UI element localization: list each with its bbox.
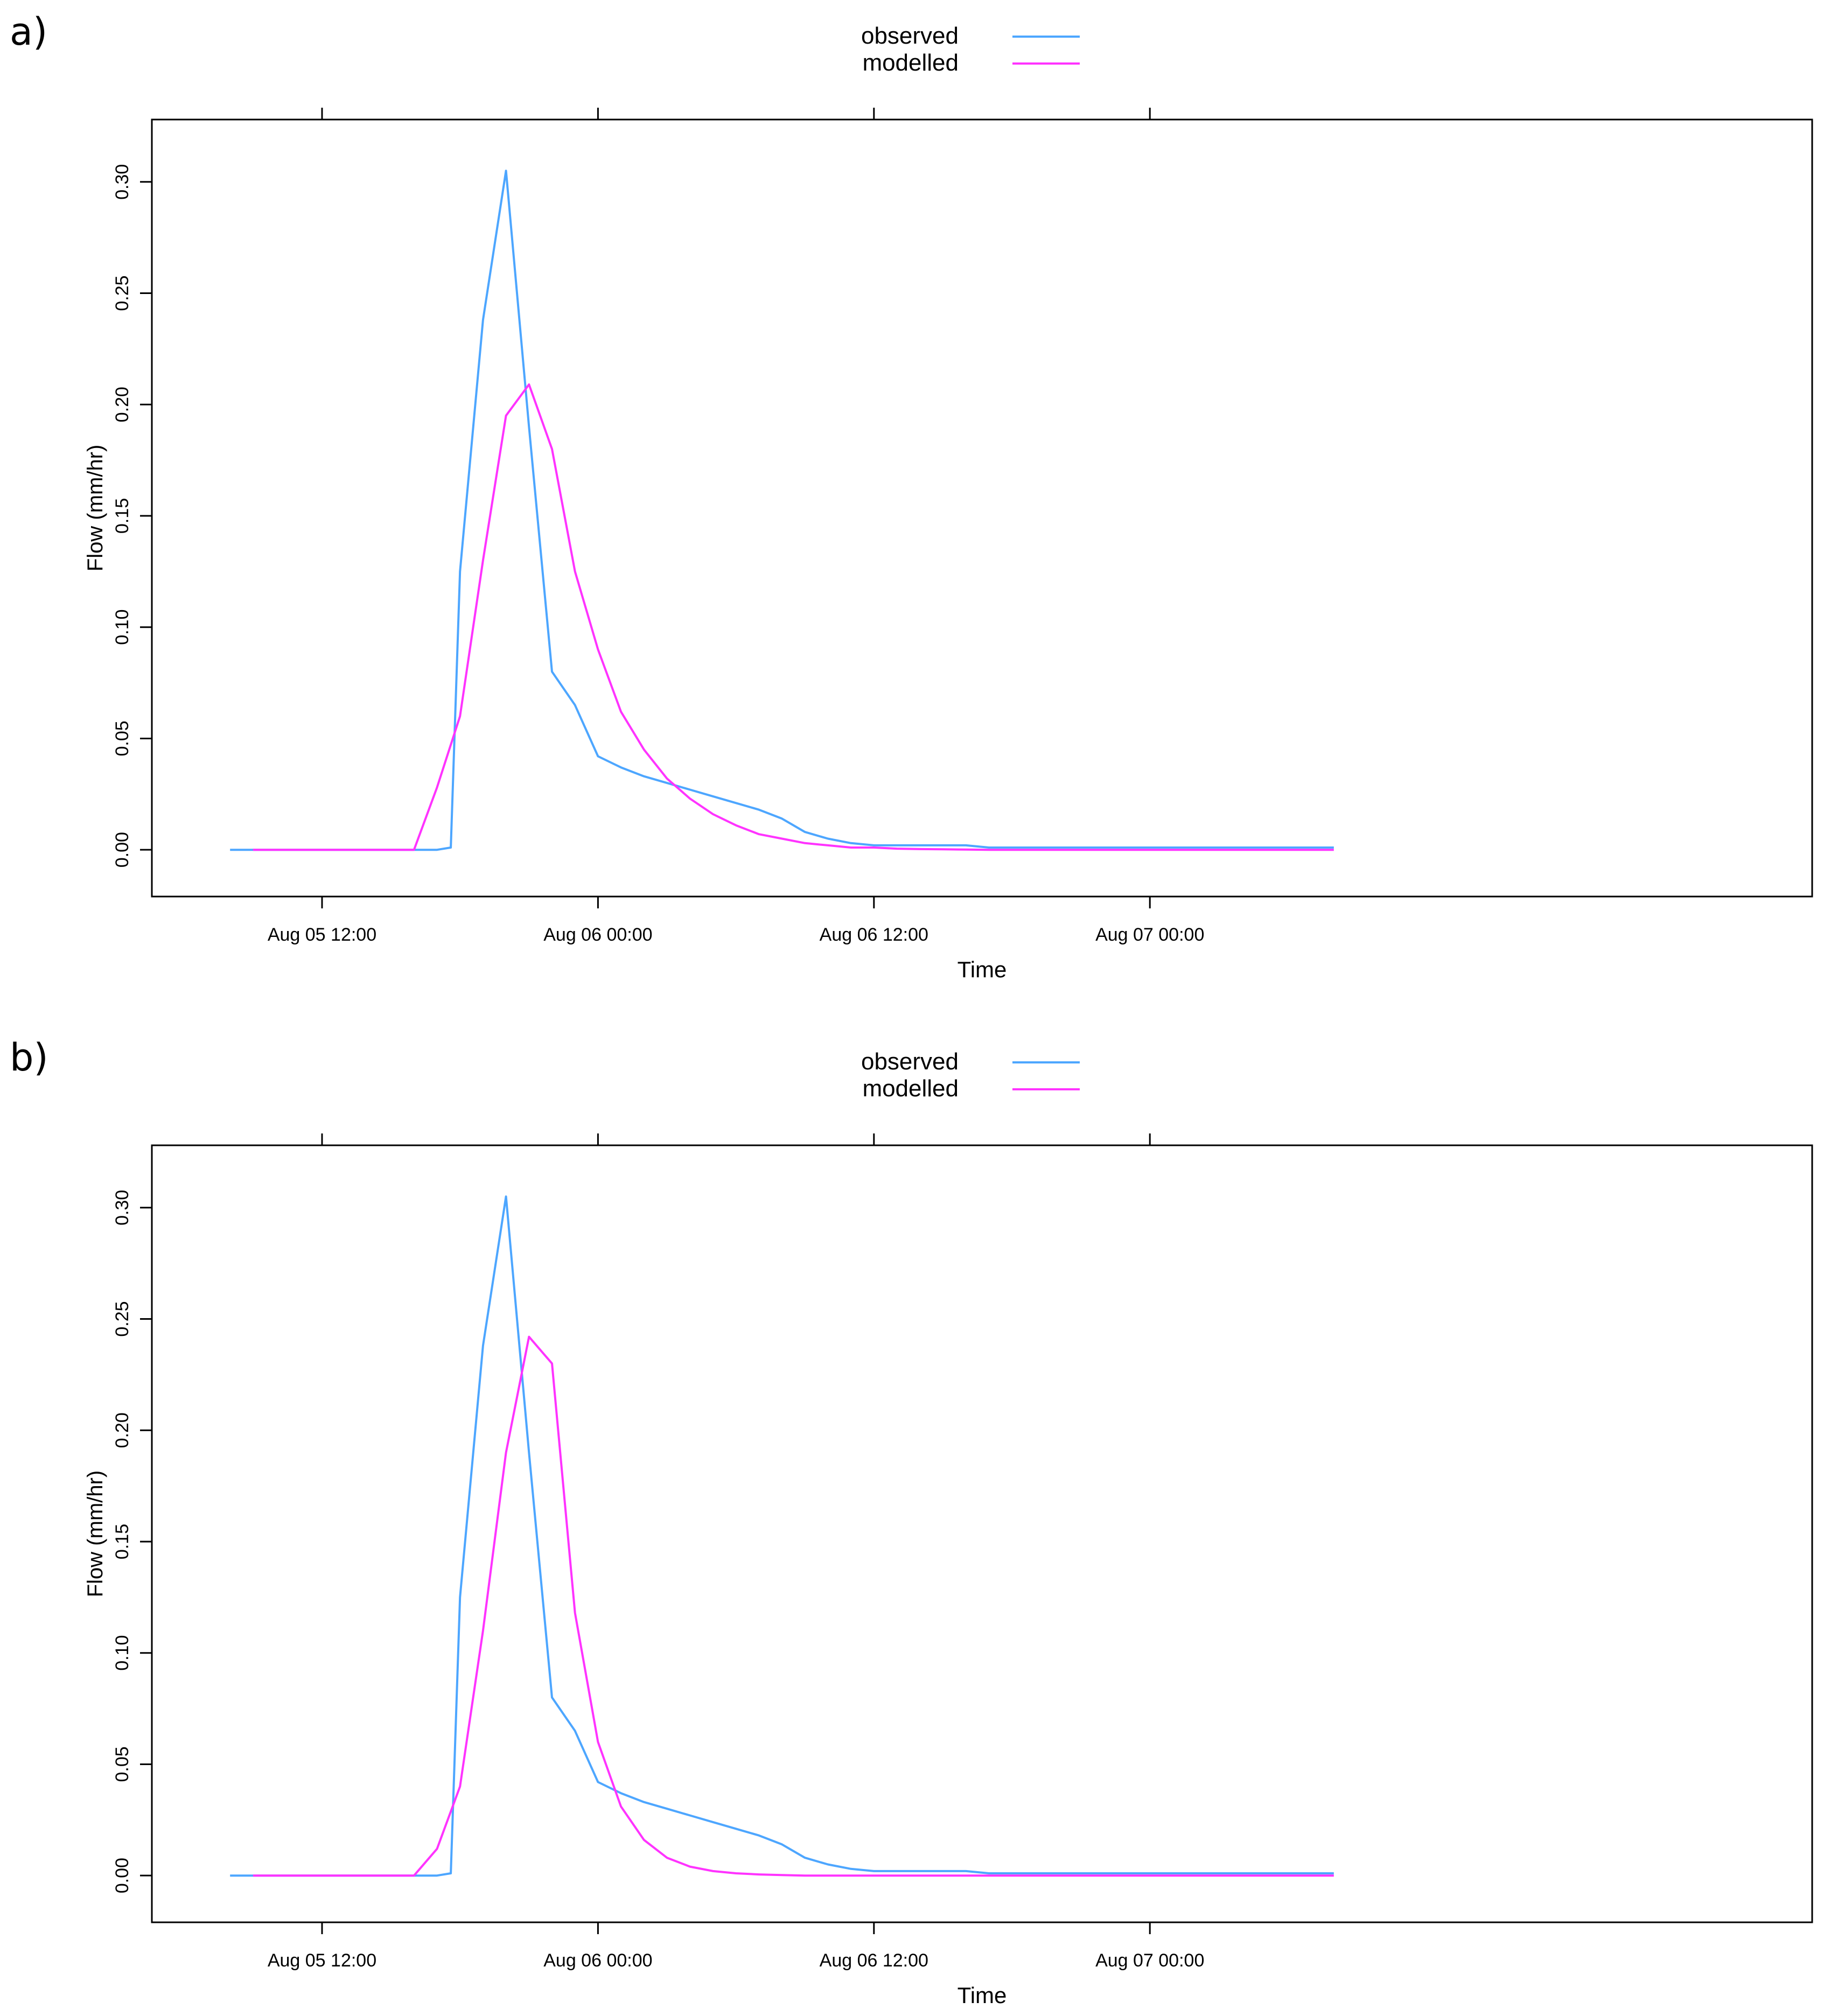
x-tick-label: Aug 06 00:00 [543, 925, 652, 945]
x-tick-label: Aug 07 00:00 [1095, 1950, 1204, 1971]
x-tick-label: Aug 07 00:00 [1095, 925, 1204, 945]
x-tick-label: Aug 05 12:00 [268, 1950, 376, 1971]
x-axis-title: Time [958, 1983, 1007, 2008]
series-line-observed [230, 1195, 1334, 1877]
y-tick-label: 0.25 [112, 1301, 132, 1336]
series-line-observed [230, 170, 1334, 851]
legend-swatch-modelled [1012, 1088, 1080, 1090]
panel-label-b: b) [10, 1035, 48, 1080]
y-axis-title: Flow (mm/hr) [83, 445, 107, 572]
legend-label-modelled: modelled [862, 50, 959, 76]
legend-swatch-observed [1012, 36, 1080, 38]
x-tick-label: Aug 06 12:00 [820, 925, 928, 945]
y-tick-label: 0.15 [112, 498, 132, 534]
legend-item-modelled: modelled [862, 50, 1088, 76]
x-axis-title: Time [958, 957, 1007, 982]
legend-swatch-modelled [1012, 62, 1080, 65]
y-tick-label: 0.20 [112, 387, 132, 422]
y-tick-label: 0.20 [112, 1412, 132, 1448]
legend: observed modelled [861, 23, 1088, 76]
y-tick-label: 0.10 [112, 610, 132, 645]
legend: observed modelled [861, 1048, 1088, 1102]
y-tick-label: 0.05 [112, 720, 132, 756]
y-tick-label: 0.30 [112, 164, 132, 200]
y-tick-label: 0.00 [112, 1858, 132, 1893]
y-tick-label: 0.15 [112, 1524, 132, 1559]
chart-panel-a: a) observed modelled Aug 05 12:00 Aug 06 … [10, 10, 1813, 982]
legend-label-observed: observed [861, 1048, 959, 1075]
panel-label-a: a) [10, 10, 48, 54]
y-tick-label: 0.30 [112, 1190, 132, 1226]
series-line-modelled [253, 1335, 1334, 1877]
line-chart: Aug 05 12:00 Aug 06 00:00 Aug 06 12:00 Aug … [83, 108, 1813, 982]
y-tick-label: 0.05 [112, 1746, 132, 1782]
series-line-modelled [253, 383, 1334, 851]
plot-frame [151, 118, 1813, 898]
y-tick-label: 0.10 [112, 1635, 132, 1671]
x-tick-label: Aug 06 00:00 [543, 1950, 652, 1971]
legend-item-observed: observed [861, 23, 1088, 50]
legend-swatch-observed [1012, 1061, 1080, 1063]
legend-label-modelled: modelled [862, 1075, 959, 1102]
legend-item-modelled: modelled [862, 1075, 1088, 1102]
x-tick-label: Aug 06 12:00 [820, 1950, 928, 1971]
y-tick-label: 0.25 [112, 275, 132, 311]
chart-panel-b: b) observed modelled Aug 05 12:00 Aug 06 … [0, 1026, 1824, 2016]
y-axis-title: Flow (mm/hr) [83, 1471, 107, 1598]
legend-item-observed: observed [861, 1048, 1088, 1075]
legend-label-observed: observed [861, 23, 959, 49]
plot-frame [151, 1144, 1813, 1923]
line-chart: Aug 05 12:00 Aug 06 00:00 Aug 06 12:00 Aug … [83, 1133, 1813, 2008]
y-tick-label: 0.00 [112, 832, 132, 867]
x-tick-label: Aug 05 12:00 [268, 925, 376, 945]
